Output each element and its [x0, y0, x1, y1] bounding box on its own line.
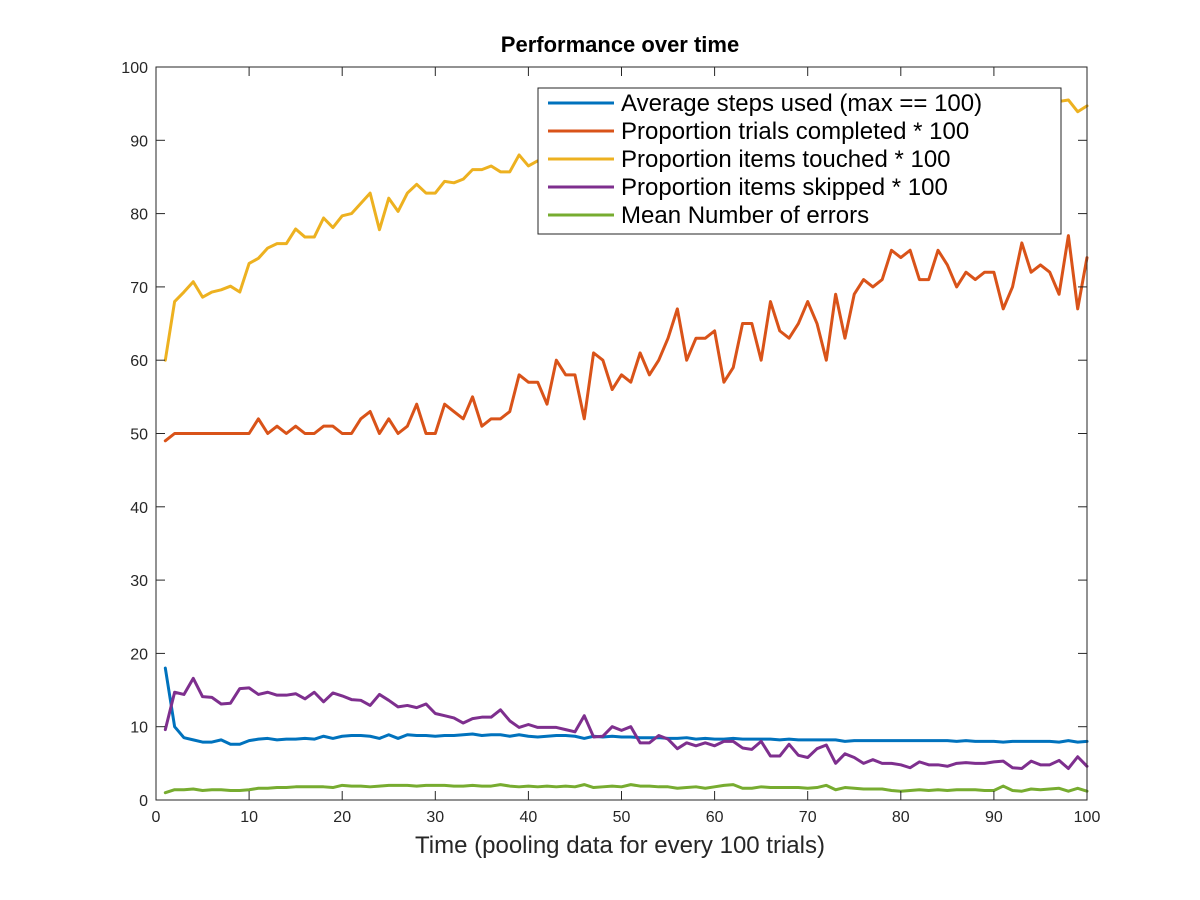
- x-tick-label: 50: [613, 809, 631, 826]
- y-tick-label: 90: [130, 133, 148, 150]
- y-tick-label: 50: [130, 427, 148, 444]
- x-tick-label: 40: [520, 809, 538, 826]
- legend-label-4: Proportion items skipped * 100: [621, 174, 948, 201]
- x-tick-label: 100: [1074, 809, 1101, 826]
- legend-label-3: Proportion items touched * 100: [621, 146, 951, 173]
- legend-box: [537, 87, 1062, 235]
- y-tick-label: 80: [130, 207, 148, 224]
- series-line-4: [163, 676, 1089, 770]
- x-axis-label: Time (pooling data for every 100 trials): [415, 832, 825, 859]
- y-tick-label: 70: [130, 280, 148, 297]
- x-tick-label: 0: [152, 809, 161, 826]
- axes: 0 10 20 30 40 50 60 70 80 90 100 0 10 20 30 40 50 60 70 80 9…: [121, 60, 1100, 826]
- x-tick-label: 20: [333, 809, 351, 826]
- y-tick-label: 60: [130, 353, 148, 370]
- legend-label-5: Mean Number of errors: [621, 202, 869, 229]
- x-tick-label: 10: [240, 809, 258, 826]
- series-line-5: [163, 783, 1089, 795]
- x-tick-label: 90: [985, 809, 1003, 826]
- legend-label-1: Average steps used (max == 100): [621, 90, 982, 117]
- legend-label-2: Proportion trials completed * 100: [621, 118, 969, 145]
- y-tick-label: 0: [139, 793, 148, 810]
- chart-title: Performance over time: [501, 32, 739, 57]
- y-tick-label: 30: [130, 573, 148, 590]
- x-tick-label: 60: [706, 809, 724, 826]
- series-line-2: [163, 234, 1089, 443]
- series-line-1: [163, 666, 1089, 746]
- legend: Average steps used (max == 100)Proportio…: [537, 87, 1062, 235]
- x-tick-label: 70: [799, 809, 817, 826]
- x-tick-label: 30: [426, 809, 444, 826]
- y-tick-label: 10: [130, 720, 148, 737]
- y-tick-label: 100: [121, 60, 148, 77]
- x-tick-label: 80: [892, 809, 910, 826]
- y-tick-label: 40: [130, 500, 148, 517]
- y-tick-label: 20: [130, 646, 148, 663]
